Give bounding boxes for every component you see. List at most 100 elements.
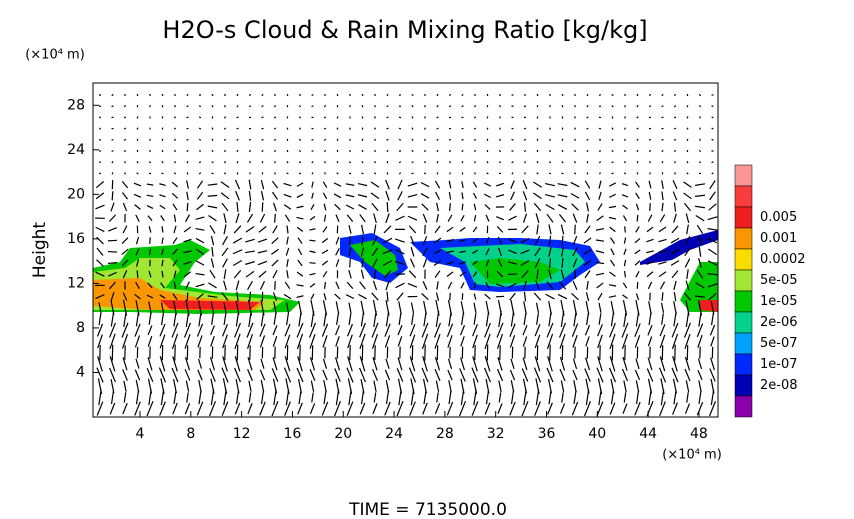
x-tick-label: 32	[487, 426, 505, 442]
wind-arrow	[246, 213, 254, 223]
wind-arrow	[673, 291, 677, 302]
wind-arrow	[135, 379, 140, 393]
wind-arrow	[385, 390, 390, 405]
wind-arrow	[473, 203, 477, 211]
wind-arrow	[459, 239, 466, 243]
wind-arrow	[174, 105, 176, 108]
wind-arrow	[386, 138, 389, 141]
wind-arrow	[671, 333, 679, 350]
wind-arrow	[436, 149, 439, 153]
wind-arrow	[521, 368, 529, 382]
wind-arrow	[446, 271, 454, 277]
wind-arrow	[598, 389, 602, 406]
wind-arrow	[336, 93, 339, 97]
wind-arrow	[248, 149, 252, 153]
wind-arrow	[673, 149, 677, 153]
wind-arrow	[274, 172, 276, 175]
wind-arrow	[223, 116, 227, 119]
wind-arrow	[259, 213, 266, 223]
wind-arrow	[548, 390, 552, 405]
wind-arrow	[684, 368, 691, 382]
wind-arrow	[636, 214, 639, 222]
wind-arrow	[598, 150, 602, 152]
wind-arrow	[608, 284, 617, 287]
wind-arrow	[134, 323, 141, 337]
colorbar-box	[734, 290, 753, 313]
wind-arrow	[611, 172, 614, 175]
wind-arrow	[473, 313, 477, 325]
wind-arrow	[345, 183, 355, 186]
wind-arrow	[498, 311, 502, 327]
wind-arrow	[523, 149, 527, 153]
wind-arrow	[434, 357, 441, 371]
colorbar-box	[734, 269, 753, 292]
wind-arrow	[509, 335, 516, 348]
wind-arrow	[222, 356, 228, 372]
wind-arrow	[220, 181, 230, 188]
wind-arrow	[122, 369, 128, 381]
wind-arrow	[146, 294, 154, 299]
wind-arrow	[448, 311, 452, 327]
wind-arrow	[109, 356, 116, 372]
wind-arrow	[573, 311, 577, 327]
wind-arrow	[484, 356, 491, 372]
wind-arrow	[310, 311, 315, 327]
wind-arrow	[198, 105, 202, 108]
wind-arrow	[473, 214, 477, 222]
wind-arrow	[421, 322, 429, 338]
wind-arrow	[407, 283, 418, 288]
wind-arrow	[448, 191, 452, 200]
wind-arrow	[434, 333, 441, 349]
wind-arrow	[609, 402, 616, 415]
wind-arrow	[345, 194, 355, 198]
wind-arrow	[536, 172, 539, 175]
wind-arrow	[347, 334, 353, 349]
wind-arrow	[98, 302, 102, 314]
wind-arrow	[286, 127, 289, 130]
wind-arrow	[324, 172, 326, 175]
wind-arrow	[534, 247, 541, 257]
wind-arrow	[586, 280, 589, 290]
wind-arrow	[311, 150, 314, 152]
wind-arrow	[547, 356, 553, 372]
wind-arrow	[398, 301, 402, 315]
wind-arrow	[109, 333, 116, 350]
wind-arrow	[346, 401, 354, 416]
wind-arrow	[486, 172, 489, 175]
wind-arrow	[385, 380, 390, 393]
wind-arrow	[384, 335, 391, 348]
wind-arrow	[495, 216, 505, 221]
wind-arrow	[322, 270, 328, 278]
wind-arrow	[123, 105, 127, 108]
wind-arrow	[659, 356, 666, 372]
wind-arrow	[523, 138, 527, 141]
wind-arrow	[635, 270, 640, 278]
wind-arrow	[236, 138, 239, 141]
wind-arrow	[596, 215, 604, 222]
wind-arrow	[111, 149, 114, 153]
wind-arrow	[361, 161, 364, 164]
wind-arrow	[523, 389, 527, 406]
wind-arrow	[232, 249, 243, 255]
wind-arrow	[98, 312, 102, 326]
colorbar-label: 0.0002	[760, 252, 806, 267]
wind-arrow	[634, 323, 641, 338]
wind-arrow	[557, 293, 568, 300]
wind-arrow	[497, 259, 503, 267]
wind-arrow	[473, 138, 477, 141]
wind-arrow	[509, 323, 516, 337]
wind-arrow	[395, 238, 405, 243]
wind-arrow	[386, 291, 389, 302]
wind-arrow	[424, 138, 426, 141]
wind-arrow	[286, 93, 289, 97]
wind-arrow	[696, 323, 704, 338]
wind-arrow	[221, 401, 229, 416]
wind-arrow	[648, 105, 652, 108]
wind-arrow	[511, 94, 514, 96]
wind-arrow	[235, 311, 240, 327]
wind-arrow	[159, 194, 166, 198]
wind-arrow	[709, 191, 716, 201]
wind-arrow	[322, 192, 328, 200]
wind-arrow	[673, 213, 677, 223]
wind-arrow	[309, 239, 316, 242]
